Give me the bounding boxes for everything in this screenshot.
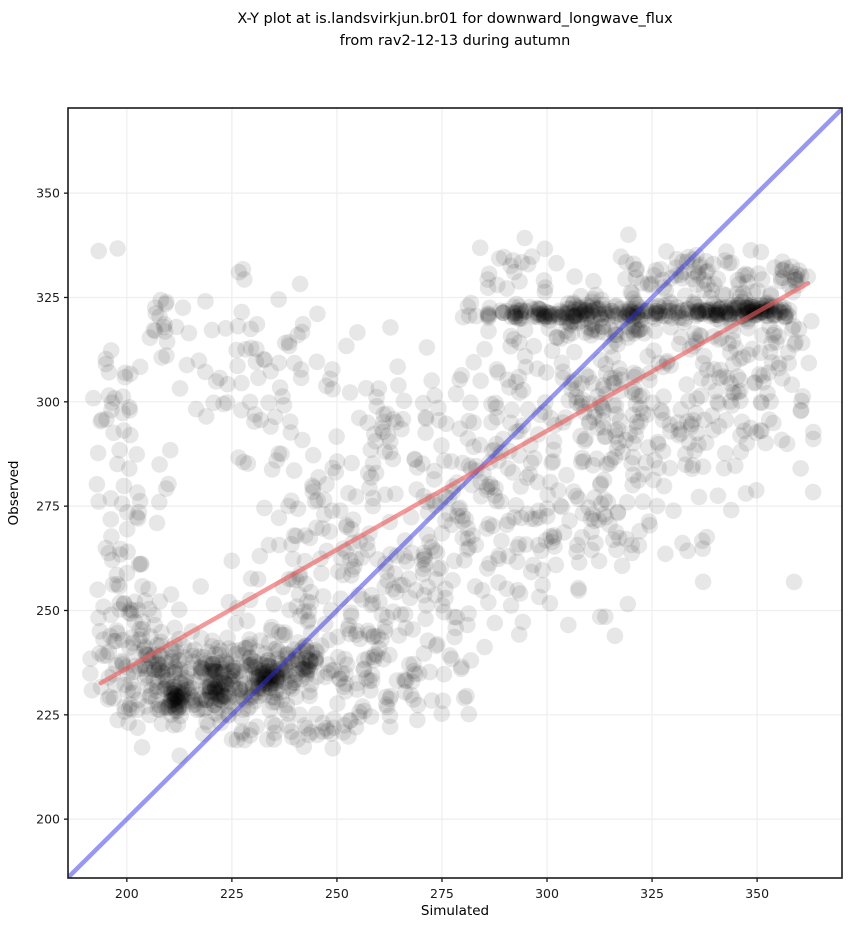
- y-tick-label: 275: [36, 499, 60, 514]
- regression-line: [98, 281, 811, 686]
- axis-tick-labels: 200 225 250 275 300 325 350 200 225 250 275 300 325 3…: [36, 186, 769, 901]
- x-tick-label: 300: [535, 886, 559, 901]
- y-tick-label: 325: [36, 290, 60, 305]
- y-axis-label: Observed: [6, 460, 22, 526]
- chart-title-line1: X-Y plot at is.landsvirkjun.br01 for dow…: [237, 11, 673, 27]
- x-tick-label: 275: [430, 886, 454, 901]
- x-tick-label: 250: [325, 886, 349, 901]
- y-tick-label: 200: [36, 812, 60, 827]
- y-tick-label: 225: [36, 707, 60, 722]
- plot-border: [67, 107, 843, 879]
- gridlines: [68, 108, 842, 878]
- chart-title: X-Y plot at is.landsvirkjun.br01 for dow…: [68, 8, 842, 52]
- identity-line: [68, 108, 842, 878]
- chart-title-line2: from rav2-12-13 during autumn: [339, 33, 571, 49]
- x-tick-label: 200: [115, 886, 139, 901]
- x-tick-label: 225: [220, 886, 244, 901]
- x-axis-label: Simulated: [420, 903, 490, 919]
- axis-ticks: [64, 192, 758, 882]
- x-tick-label: 350: [745, 886, 769, 901]
- scatter-points: [82, 226, 822, 764]
- x-tick-label: 325: [640, 886, 664, 901]
- y-tick-label: 300: [36, 394, 60, 409]
- y-tick-label: 350: [36, 186, 60, 201]
- y-tick-label: 250: [36, 603, 60, 618]
